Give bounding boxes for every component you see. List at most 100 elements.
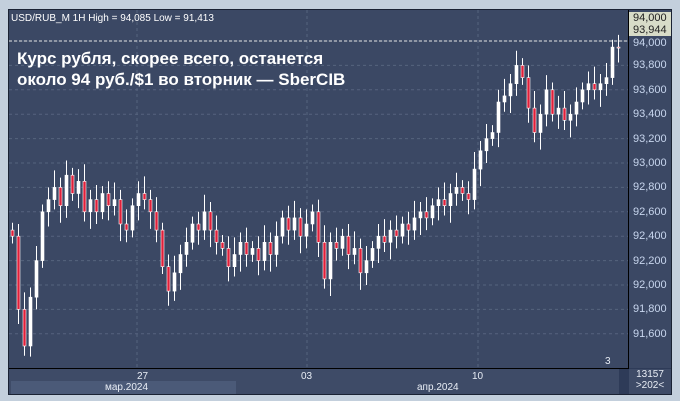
candle-body bbox=[454, 187, 459, 194]
candle-body bbox=[520, 65, 525, 78]
bar-count-label: >202< bbox=[635, 380, 665, 391]
candle-body bbox=[118, 199, 123, 225]
candle-body bbox=[292, 217, 297, 231]
month-label: апр.2024 bbox=[417, 382, 459, 393]
candle-body bbox=[202, 211, 207, 231]
candle-body bbox=[70, 174, 75, 194]
candle-body bbox=[436, 199, 441, 207]
candle-body bbox=[352, 248, 357, 255]
candle-body bbox=[370, 248, 375, 261]
candle-body bbox=[112, 199, 117, 207]
candle-body bbox=[328, 242, 333, 280]
candle-body bbox=[544, 89, 549, 115]
candle-body bbox=[16, 235, 21, 310]
candle-body bbox=[574, 101, 579, 115]
candle-body bbox=[346, 235, 351, 255]
candle-body bbox=[256, 248, 261, 261]
candle-body bbox=[610, 46, 615, 78]
y-tick-label: 91,800 bbox=[633, 303, 667, 316]
candle-body bbox=[400, 223, 405, 237]
plot-area[interactable]: USD/RUB_M 1H High = 94,085 Low = 91,413 … bbox=[9, 10, 629, 369]
candle-body bbox=[28, 296, 33, 347]
candle-body bbox=[208, 211, 213, 231]
candle-body bbox=[22, 309, 27, 347]
y-tick-label: 94,000 bbox=[633, 37, 667, 49]
candle-body bbox=[532, 107, 537, 133]
candle-body bbox=[496, 101, 501, 133]
candle-body bbox=[274, 235, 279, 255]
y-tick-label: 92,200 bbox=[633, 254, 667, 267]
candle-body bbox=[562, 107, 567, 121]
candle-body bbox=[586, 83, 591, 91]
candle-body bbox=[460, 187, 465, 194]
candle-body bbox=[238, 242, 243, 255]
candle-body bbox=[286, 217, 291, 231]
candle-body bbox=[592, 83, 597, 91]
candle-body bbox=[280, 217, 285, 237]
level-price-tag: 94,000 bbox=[629, 12, 671, 24]
candle-body bbox=[310, 211, 315, 225]
candle-body bbox=[298, 217, 303, 237]
month-label: мар.2024 bbox=[105, 382, 149, 393]
candle-body bbox=[262, 242, 267, 261]
y-tick-label: 93,000 bbox=[633, 157, 667, 169]
y-tick-label: 92,400 bbox=[633, 230, 667, 243]
bar-count: 13157 >202< bbox=[629, 369, 671, 394]
candle-body bbox=[40, 211, 45, 261]
chart-frame: USD/RUB_M 1H High = 94,085 Low = 91,413 … bbox=[8, 9, 672, 395]
headline-line-2: около 94 руб./$1 во вторник — SberCIB bbox=[17, 70, 346, 89]
candles-svg bbox=[9, 10, 628, 368]
candle-body bbox=[166, 266, 171, 292]
x-tick: 03 bbox=[301, 371, 313, 382]
candle-body bbox=[82, 181, 87, 213]
candle-body bbox=[490, 132, 495, 139]
candle-body bbox=[580, 89, 585, 103]
y-tick-label: 93,600 bbox=[633, 83, 667, 96]
candle-body bbox=[190, 223, 195, 243]
candle-body bbox=[448, 193, 453, 206]
price-axis[interactable]: 94,000 93,800 93,600 93,400 93,200 93,000 92,8… bbox=[629, 10, 671, 368]
candle-body bbox=[604, 77, 609, 84]
candle-body bbox=[424, 211, 429, 219]
y-tick-label: 92,600 bbox=[633, 205, 667, 218]
headline-line-1: Курс рубля, скорее всего, останется bbox=[17, 49, 324, 68]
candle-body bbox=[160, 229, 165, 268]
candle-body bbox=[514, 65, 519, 85]
candle-body bbox=[484, 138, 489, 152]
candle-body bbox=[196, 223, 201, 231]
candle-body bbox=[616, 46, 621, 49]
candle-body bbox=[124, 223, 129, 231]
candle-body bbox=[394, 229, 399, 237]
last-price-tag: 93,944 bbox=[629, 24, 671, 36]
y-tick-label: 93,200 bbox=[633, 132, 667, 145]
y-tick-label: 92,000 bbox=[633, 279, 667, 291]
candle-body bbox=[430, 205, 435, 219]
y-tick-label: 92,800 bbox=[633, 181, 667, 194]
candle-body bbox=[220, 242, 225, 249]
candle-body bbox=[568, 113, 573, 121]
candle-body bbox=[184, 242, 189, 255]
y-tick-label: 91,600 bbox=[633, 327, 667, 340]
candle-body bbox=[106, 193, 111, 206]
candle-body bbox=[250, 248, 255, 255]
candle-body bbox=[244, 242, 249, 255]
candle-body bbox=[94, 199, 99, 213]
candle-body bbox=[382, 235, 387, 243]
candle-body bbox=[598, 83, 603, 91]
candle-body bbox=[340, 235, 345, 249]
candle-body bbox=[364, 260, 369, 274]
candle-body bbox=[142, 193, 147, 200]
candle-body bbox=[388, 229, 393, 243]
candle-body bbox=[154, 211, 159, 231]
candle-body bbox=[334, 242, 339, 249]
candle-body bbox=[226, 248, 231, 267]
candle-body bbox=[34, 260, 39, 298]
candle-body bbox=[478, 150, 483, 170]
candle-body bbox=[136, 193, 141, 206]
time-axis[interactable]: 27 03 10 мар.2024 апр.2024 3 bbox=[9, 356, 619, 394]
candle-body bbox=[466, 193, 471, 200]
x-tick: 10 bbox=[472, 371, 484, 382]
candle-body bbox=[268, 242, 273, 255]
candle-body bbox=[442, 199, 447, 207]
candle-body bbox=[58, 187, 63, 206]
